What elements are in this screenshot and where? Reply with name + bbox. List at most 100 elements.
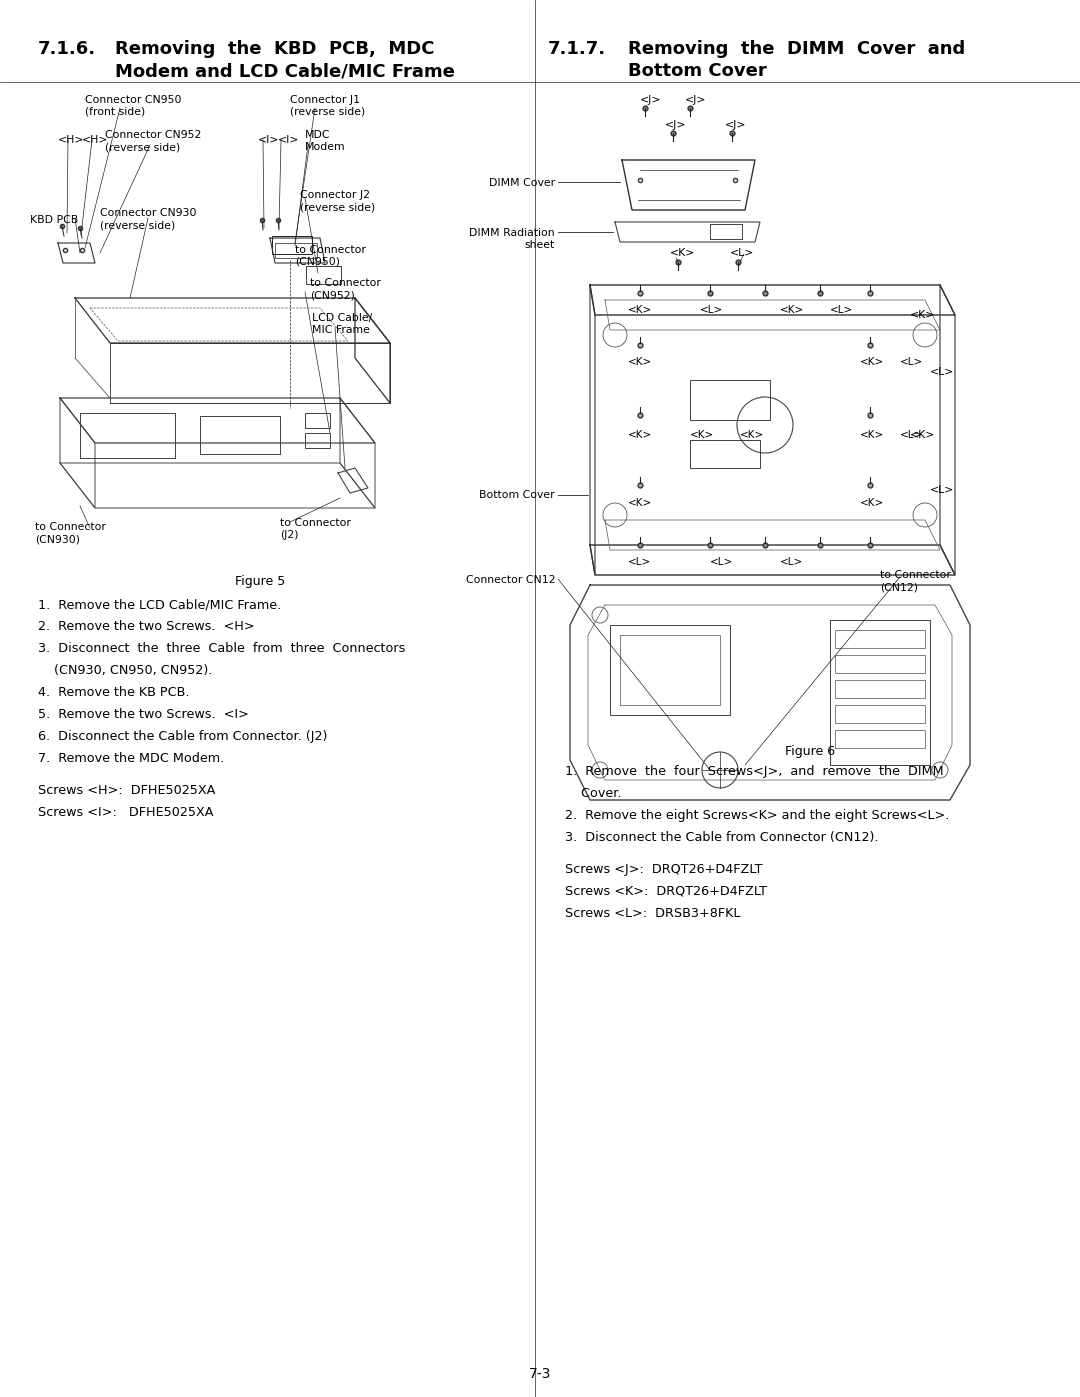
Text: Screws <K>:  DRQT26+D4FZLT: Screws <K>: DRQT26+D4FZLT bbox=[565, 886, 767, 898]
Bar bbox=[80, 414, 175, 458]
Text: <H>: <H> bbox=[58, 136, 84, 145]
Text: <L>: <L> bbox=[930, 367, 955, 377]
Text: <J>: <J> bbox=[665, 120, 687, 130]
Text: to Connector: to Connector bbox=[880, 570, 950, 580]
Text: (reverse side): (reverse side) bbox=[105, 142, 180, 152]
Text: Modem: Modem bbox=[305, 142, 346, 152]
Text: MDC: MDC bbox=[305, 130, 330, 140]
Text: 7.1.6.: 7.1.6. bbox=[38, 41, 96, 59]
Text: Figure 6: Figure 6 bbox=[785, 745, 835, 759]
Bar bbox=[835, 655, 924, 673]
Text: (reverse side): (reverse side) bbox=[300, 203, 375, 212]
Bar bbox=[690, 380, 770, 420]
Text: <K>: <K> bbox=[690, 430, 714, 440]
Text: <I>: <I> bbox=[278, 136, 299, 145]
Text: Connector CN952: Connector CN952 bbox=[105, 130, 201, 140]
Text: DIMM Cover: DIMM Cover bbox=[489, 177, 555, 189]
Text: <J>: <J> bbox=[685, 95, 706, 105]
Text: 7-3: 7-3 bbox=[529, 1368, 551, 1382]
Text: <K>: <K> bbox=[670, 249, 696, 258]
Text: <J>: <J> bbox=[640, 95, 661, 105]
Bar bbox=[620, 636, 720, 705]
Text: (CN952): (CN952) bbox=[310, 291, 355, 300]
Text: Cover.: Cover. bbox=[565, 787, 621, 800]
Text: sheet: sheet bbox=[525, 240, 555, 250]
Text: Connector J2: Connector J2 bbox=[300, 190, 370, 200]
Text: <K>: <K> bbox=[780, 305, 805, 314]
Text: to Connector: to Connector bbox=[35, 522, 106, 532]
Text: (CN12): (CN12) bbox=[880, 583, 918, 592]
Text: MIC Frame: MIC Frame bbox=[312, 326, 369, 335]
Bar bbox=[690, 440, 760, 468]
Text: Screws <L>:  DRSB3+8FKL: Screws <L>: DRSB3+8FKL bbox=[565, 907, 741, 921]
Bar bbox=[835, 731, 924, 747]
Text: <L>: <L> bbox=[900, 358, 923, 367]
Text: <K>: <K> bbox=[860, 358, 885, 367]
Text: 3.  Disconnect  the  three  Cable  from  three  Connectors: 3. Disconnect the three Cable from three… bbox=[38, 643, 405, 655]
Text: Screws <I>:   DFHE5025XA: Screws <I>: DFHE5025XA bbox=[38, 806, 214, 819]
Text: <K>: <K> bbox=[627, 358, 652, 367]
Text: Bottom Cover: Bottom Cover bbox=[480, 490, 555, 500]
Text: (CN930): (CN930) bbox=[35, 534, 80, 543]
Bar bbox=[306, 265, 341, 284]
Text: <K>: <K> bbox=[740, 430, 765, 440]
Text: <K>: <K> bbox=[627, 305, 652, 314]
Text: (reverse side): (reverse side) bbox=[291, 108, 365, 117]
Text: Screws <H>:  DFHE5025XA: Screws <H>: DFHE5025XA bbox=[38, 784, 215, 798]
Text: <I>: <I> bbox=[258, 136, 280, 145]
Text: Removing  the  DIMM  Cover  and: Removing the DIMM Cover and bbox=[627, 41, 966, 59]
Text: <K>: <K> bbox=[860, 497, 885, 509]
Text: Connector CN950: Connector CN950 bbox=[85, 95, 181, 105]
Text: (CN950): (CN950) bbox=[295, 257, 340, 267]
Text: <K>: <K> bbox=[627, 430, 652, 440]
Text: KBD PCB: KBD PCB bbox=[30, 215, 78, 225]
Bar bbox=[831, 620, 930, 766]
Text: 1.  Remove the LCD Cable/MIC Frame.: 1. Remove the LCD Cable/MIC Frame. bbox=[38, 598, 281, 610]
Bar bbox=[835, 705, 924, 724]
Text: <K>: <K> bbox=[910, 310, 935, 320]
Text: Removing  the  KBD  PCB,  MDC: Removing the KBD PCB, MDC bbox=[114, 41, 434, 59]
Text: (front side): (front side) bbox=[85, 108, 145, 117]
Text: <L>: <L> bbox=[930, 485, 955, 495]
Text: <L>: <L> bbox=[831, 305, 853, 314]
Text: Bottom Cover: Bottom Cover bbox=[627, 61, 767, 80]
Bar bbox=[305, 414, 330, 427]
Text: 2.  Remove the two Screws.  <H>: 2. Remove the two Screws. <H> bbox=[38, 620, 255, 633]
Text: 7.1.7.: 7.1.7. bbox=[548, 41, 606, 59]
Bar bbox=[710, 224, 742, 239]
Text: Modem and LCD Cable/MIC Frame: Modem and LCD Cable/MIC Frame bbox=[114, 61, 455, 80]
Text: <L>: <L> bbox=[900, 430, 923, 440]
Text: <L>: <L> bbox=[627, 557, 651, 567]
Text: <L>: <L> bbox=[700, 305, 724, 314]
Text: (reverse side): (reverse side) bbox=[100, 219, 175, 231]
Bar bbox=[200, 416, 280, 454]
Text: <L>: <L> bbox=[780, 557, 804, 567]
Text: Connector CN12: Connector CN12 bbox=[465, 576, 555, 585]
Text: <H>: <H> bbox=[82, 136, 108, 145]
Text: (J2): (J2) bbox=[280, 529, 298, 541]
Text: 7.  Remove the MDC Modem.: 7. Remove the MDC Modem. bbox=[38, 752, 225, 766]
Bar bbox=[835, 680, 924, 698]
Text: (CN930, CN950, CN952).: (CN930, CN950, CN952). bbox=[38, 664, 213, 678]
Bar bbox=[835, 630, 924, 648]
Text: LCD Cable/: LCD Cable/ bbox=[312, 313, 373, 323]
Text: 1.  Remove  the  four  Screws<J>,  and  remove  the  DIMM: 1. Remove the four Screws<J>, and remove… bbox=[565, 766, 944, 778]
Text: <L>: <L> bbox=[710, 557, 733, 567]
Text: 4.  Remove the KB PCB.: 4. Remove the KB PCB. bbox=[38, 686, 189, 698]
Bar bbox=[305, 433, 330, 448]
Text: Figure 5: Figure 5 bbox=[234, 576, 285, 588]
Text: Connector CN930: Connector CN930 bbox=[100, 208, 197, 218]
Text: <J>: <J> bbox=[725, 120, 746, 130]
Text: <L>: <L> bbox=[730, 249, 754, 258]
Text: <K>: <K> bbox=[910, 430, 935, 440]
Text: 5.  Remove the two Screws.  <I>: 5. Remove the two Screws. <I> bbox=[38, 708, 248, 721]
Text: Connector J1: Connector J1 bbox=[291, 95, 360, 105]
Text: 3.  Disconnect the Cable from Connector (CN12).: 3. Disconnect the Cable from Connector (… bbox=[565, 831, 878, 844]
Bar bbox=[610, 624, 730, 715]
Text: <K>: <K> bbox=[860, 430, 885, 440]
Text: to Connector: to Connector bbox=[295, 244, 366, 256]
Text: <K>: <K> bbox=[627, 497, 652, 509]
Text: 6.  Disconnect the Cable from Connector. (J2): 6. Disconnect the Cable from Connector. … bbox=[38, 731, 327, 743]
Bar bbox=[275, 243, 318, 258]
Bar bbox=[272, 236, 312, 254]
